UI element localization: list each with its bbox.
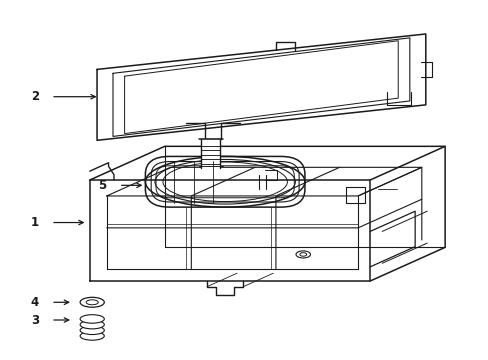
Text: 4: 4 [31,296,39,309]
Ellipse shape [80,326,104,334]
Ellipse shape [80,315,104,323]
Ellipse shape [295,251,310,258]
Text: 2: 2 [31,90,39,103]
FancyBboxPatch shape [145,157,305,207]
Ellipse shape [80,320,104,329]
Polygon shape [201,139,220,168]
Ellipse shape [141,154,308,210]
Text: 1: 1 [31,216,39,229]
Ellipse shape [86,300,98,305]
Text: 3: 3 [31,314,39,327]
Ellipse shape [80,332,104,340]
Text: 5: 5 [98,179,106,192]
Polygon shape [90,180,369,281]
Ellipse shape [80,297,104,307]
Polygon shape [90,146,444,180]
Polygon shape [369,146,444,281]
Polygon shape [97,34,425,140]
